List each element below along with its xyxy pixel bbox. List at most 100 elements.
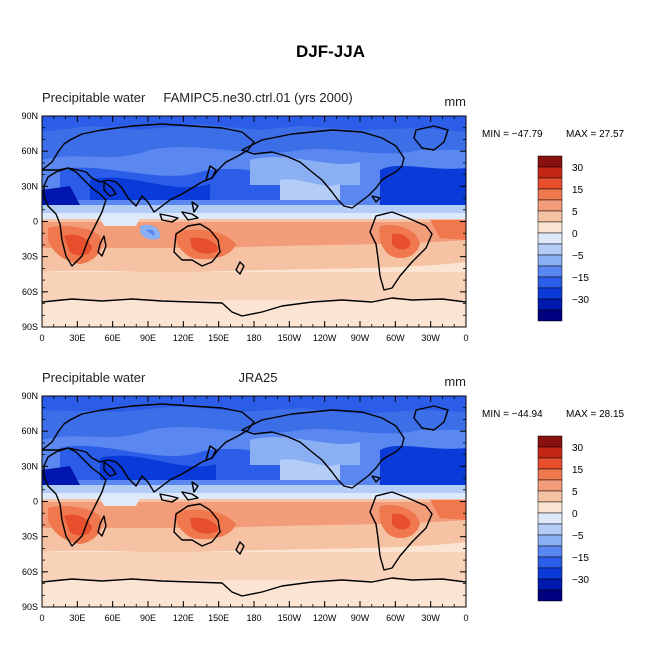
colorbar-label: 15 bbox=[572, 465, 584, 476]
axis-ticks-2: 0 30E 60E 90E 120E 150E 180 150W 120W 90W 60W 30W 09… bbox=[21, 391, 468, 623]
colorbar-swatch bbox=[537, 446, 563, 459]
colorbar-swatch bbox=[537, 210, 563, 223]
colorbar-2: 30 15 5 0 −5 −15 −30 bbox=[537, 435, 589, 602]
colorbar-label: −15 bbox=[572, 553, 589, 564]
panel-1-left-title: Precipitable water bbox=[42, 90, 146, 105]
colorbar-1: 30 15 5 0 −5 −15 −30 bbox=[537, 155, 589, 322]
map-panel-2: 0 30E 60E 90E 120E 150E 180 150W 120W 90W 60W 30W 09… bbox=[21, 370, 624, 623]
x-tick-label: 150W bbox=[278, 333, 302, 343]
colorbar-swatch bbox=[537, 501, 563, 514]
panel-1-center-title: FAMIPC5.ne30.ctrl.01 (yrs 2000) bbox=[163, 90, 352, 105]
colorbar-swatch bbox=[537, 188, 563, 201]
y-tick-label: 90S bbox=[22, 602, 38, 612]
colorbar-swatch bbox=[537, 309, 563, 322]
panel-2-min-text: MIN = −44.94 bbox=[482, 409, 543, 420]
colorbar-swatch bbox=[537, 578, 563, 591]
x-tick-label: 120W bbox=[313, 333, 337, 343]
y-tick-label: 60S bbox=[22, 287, 38, 297]
colorbar-swatch bbox=[537, 479, 563, 492]
colorbar-label: 5 bbox=[572, 487, 578, 498]
x-tick-label: 60W bbox=[386, 333, 405, 343]
colorbar-swatch bbox=[537, 254, 563, 267]
colorbar-swatch bbox=[537, 221, 563, 234]
x-tick-label: 180 bbox=[246, 333, 261, 343]
x-tick-label: 0 bbox=[463, 613, 468, 623]
x-tick-label: 150E bbox=[208, 333, 229, 343]
colorbar-label: 30 bbox=[572, 163, 584, 174]
panel-1-min-text: MIN = −47.79 bbox=[482, 129, 543, 140]
colorbar-label: −15 bbox=[572, 273, 589, 284]
x-tick-label: 120E bbox=[173, 333, 194, 343]
x-tick-label: 60E bbox=[105, 333, 121, 343]
x-tick-label: 30E bbox=[69, 333, 85, 343]
x-tick-label: 60W bbox=[386, 613, 405, 623]
x-tick-label: 120W bbox=[313, 613, 337, 623]
panel-2-units: mm bbox=[444, 374, 466, 389]
colorbar-label: 15 bbox=[572, 185, 584, 196]
colorbar-swatch bbox=[537, 512, 563, 525]
panel-2-center-title: JRA25 bbox=[238, 370, 277, 385]
y-tick-label: 60N bbox=[21, 146, 38, 156]
x-tick-label: 120E bbox=[173, 613, 194, 623]
x-tick-label: 90W bbox=[351, 613, 370, 623]
map-panel-1: 0 30E 60E 90E 120E 150E 180 150W 120W 90W 60W 30W 09… bbox=[21, 90, 624, 343]
panel-1-max-text: MAX = 27.57 bbox=[566, 129, 625, 140]
y-tick-label: 0 bbox=[33, 217, 38, 227]
y-tick-label: 0 bbox=[33, 497, 38, 507]
colorbar-label: −30 bbox=[572, 295, 589, 306]
colorbar-swatch bbox=[537, 534, 563, 547]
x-tick-label: 90E bbox=[140, 333, 156, 343]
panel-1-units: mm bbox=[444, 94, 466, 109]
colorbar-swatch bbox=[537, 457, 563, 470]
x-tick-label: 60E bbox=[105, 613, 121, 623]
y-tick-label: 90N bbox=[21, 391, 38, 401]
x-tick-label: 150E bbox=[208, 613, 229, 623]
y-tick-label: 90S bbox=[22, 322, 38, 332]
colorbar-label: 0 bbox=[572, 229, 578, 240]
y-tick-label: 30N bbox=[21, 461, 38, 471]
x-tick-label: 0 bbox=[39, 613, 44, 623]
colorbar-swatch bbox=[537, 166, 563, 179]
x-tick-label: 30W bbox=[421, 613, 440, 623]
colorbar-swatch bbox=[537, 468, 563, 481]
axis-ticks-1: 0 30E 60E 90E 120E 150E 180 150W 120W 90W 60W 30W 09… bbox=[21, 111, 468, 343]
y-tick-label: 30S bbox=[22, 532, 38, 542]
colorbar-swatch bbox=[537, 298, 563, 311]
colorbar-swatch bbox=[537, 243, 563, 256]
colorbar-swatch bbox=[537, 435, 563, 448]
colorbar-label: −5 bbox=[572, 531, 584, 542]
colorbar-label: 30 bbox=[572, 443, 584, 454]
map-field-2 bbox=[42, 396, 466, 607]
map-field-1 bbox=[42, 116, 466, 327]
colorbar-swatch bbox=[537, 556, 563, 569]
y-tick-label: 60S bbox=[22, 567, 38, 577]
colorbar-swatch bbox=[537, 287, 563, 300]
figure-title: DJF-JJA bbox=[296, 42, 365, 61]
y-tick-label: 30N bbox=[21, 181, 38, 191]
colorbar-swatch bbox=[537, 265, 563, 278]
colorbar-label: 5 bbox=[572, 207, 578, 218]
x-tick-label: 0 bbox=[463, 333, 468, 343]
x-tick-label: 0 bbox=[39, 333, 44, 343]
x-tick-label: 30W bbox=[421, 333, 440, 343]
colorbar-swatch bbox=[537, 276, 563, 289]
colorbar-swatch bbox=[537, 232, 563, 245]
y-tick-label: 60N bbox=[21, 426, 38, 436]
colorbar-swatch bbox=[537, 155, 563, 168]
y-tick-label: 30S bbox=[22, 252, 38, 262]
x-tick-label: 30E bbox=[69, 613, 85, 623]
x-tick-label: 90E bbox=[140, 613, 156, 623]
x-tick-label: 180 bbox=[246, 613, 261, 623]
x-tick-label: 90W bbox=[351, 333, 370, 343]
colorbar-swatch bbox=[537, 199, 563, 212]
colorbar-swatch bbox=[537, 523, 563, 536]
x-tick-label: 150W bbox=[278, 613, 302, 623]
colorbar-label: −30 bbox=[572, 575, 589, 586]
colorbar-swatch bbox=[537, 567, 563, 580]
colorbar-label: 0 bbox=[572, 509, 578, 520]
colorbar-swatch bbox=[537, 490, 563, 503]
y-tick-label: 90N bbox=[21, 111, 38, 121]
colorbar-swatch bbox=[537, 589, 563, 602]
panel-2-left-title: Precipitable water bbox=[42, 370, 146, 385]
